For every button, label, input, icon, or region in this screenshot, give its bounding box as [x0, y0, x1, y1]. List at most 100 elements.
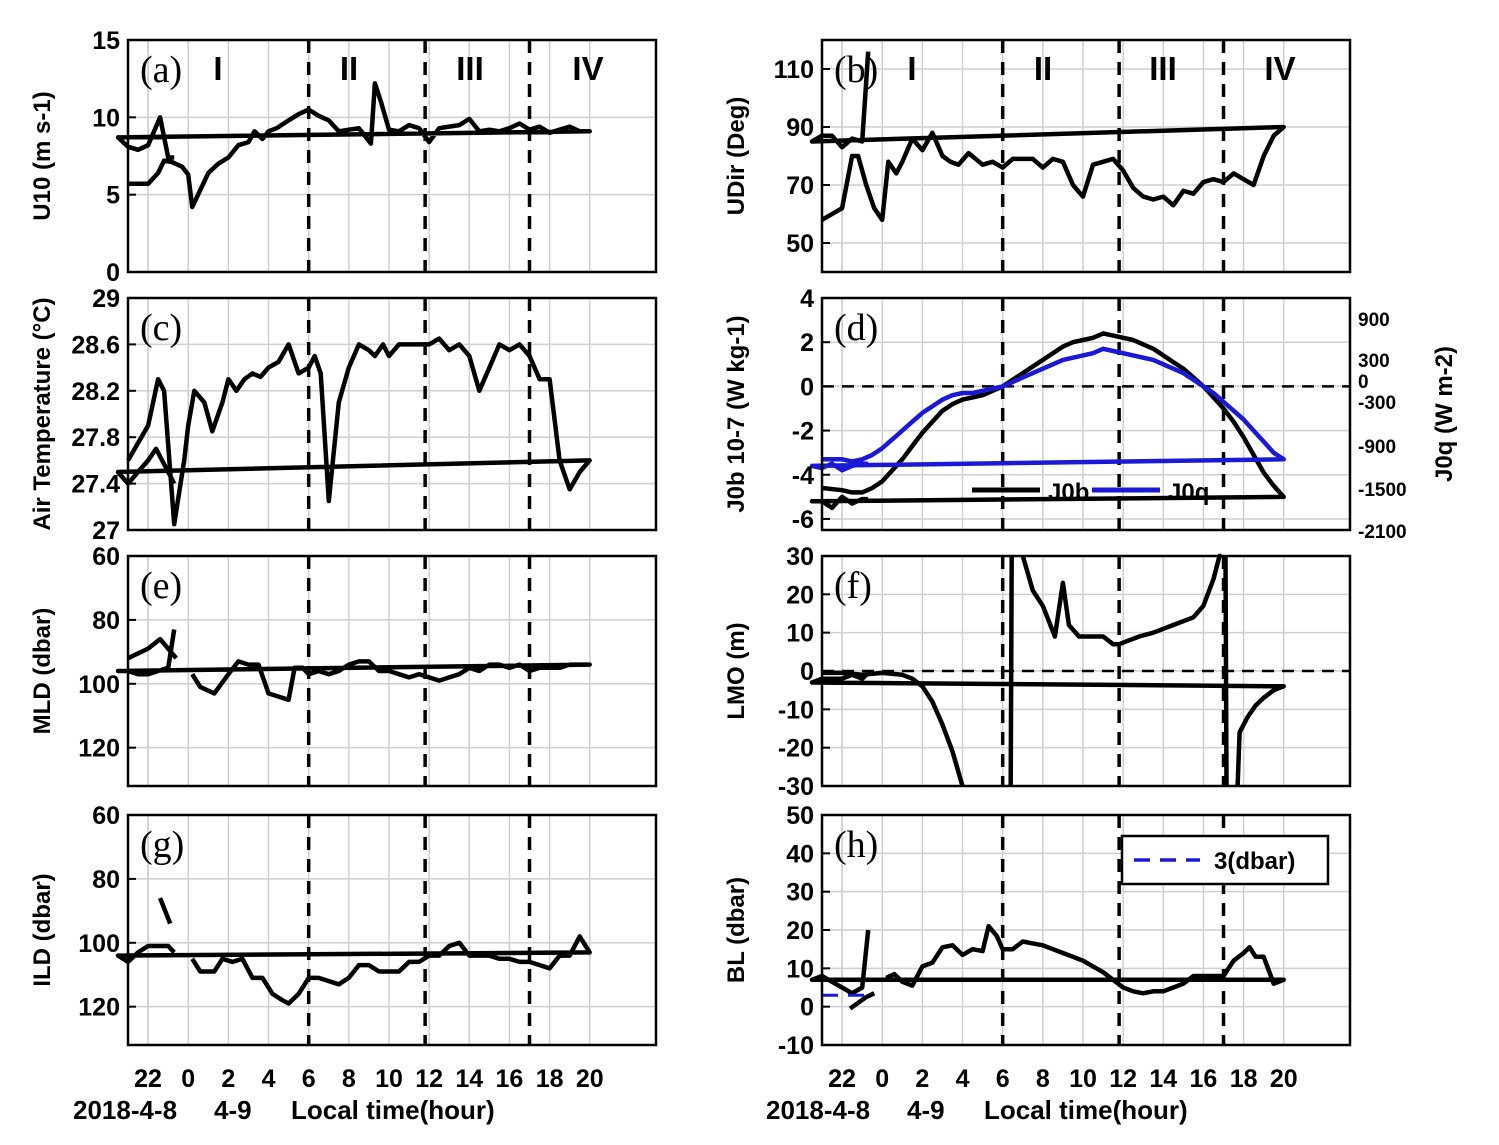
- y-tick-label: 28.2: [71, 378, 120, 406]
- x-tick-label: 0: [181, 1065, 195, 1093]
- y-tick-label: 10: [786, 620, 814, 648]
- footer-left-date-2: 4-9: [214, 1095, 252, 1125]
- y-tick-label: 90: [786, 114, 814, 142]
- panel-e: 60 80 100 120 (e) MLD (dbar): [29, 543, 658, 788]
- period-label: III: [456, 50, 484, 87]
- panel-label: (d): [834, 307, 878, 349]
- x-tick-label: 8: [342, 1065, 356, 1093]
- period-label: IV: [572, 50, 603, 87]
- x-tick-label: 12: [1109, 1065, 1137, 1093]
- y-tick-label: -4: [792, 462, 814, 490]
- footer-left-xlabel: Local time(hour): [291, 1095, 495, 1125]
- x-tick-label: 14: [455, 1065, 483, 1093]
- x-tick-label: 14: [1149, 1065, 1177, 1093]
- x-tick-label: 16: [496, 1065, 524, 1093]
- panel-d: -6-4-20249003000-300-900-1500-2100(d)J0b…: [723, 285, 1458, 543]
- legend-label-3dbar: 3(dbar): [1214, 848, 1295, 875]
- y2-tick-label: -2100: [1358, 522, 1407, 543]
- panel-label: (e): [140, 565, 182, 607]
- y-tick-label: -10: [778, 1032, 814, 1060]
- y-axis-label: LMO (m): [723, 622, 750, 719]
- panel-label: (a): [140, 49, 182, 91]
- y-tick-label: 29: [92, 285, 120, 313]
- x-tick-label: 18: [1230, 1065, 1258, 1093]
- axes-frame: [820, 38, 1352, 274]
- figure-footer: 2018-4-8 4-9 Local time(hour) 2018-4-8 4…: [73, 1095, 1188, 1125]
- period-label: I: [907, 50, 916, 87]
- series-ild: [158, 897, 173, 925]
- x-tick-label: 22: [134, 1065, 162, 1093]
- series-lmo: [1223, 555, 1229, 787]
- x-tick-label: 6: [302, 1065, 316, 1093]
- series-udir: [809, 51, 1286, 223]
- y-tick-label: 0: [106, 259, 120, 287]
- y-tick-label: -10: [778, 696, 814, 724]
- y-tick-label: 120: [78, 735, 120, 763]
- series-bl: [809, 923, 1286, 996]
- y-tick-label: 20: [786, 917, 814, 945]
- y-tick-label: -30: [778, 773, 814, 801]
- x-tick-label: 4: [262, 1065, 276, 1093]
- y-tick-label: 20: [786, 581, 814, 609]
- y-tick-label: 10: [786, 955, 814, 983]
- y-tick-label: 120: [78, 994, 120, 1022]
- panel-f: -30 -20 -10 0 10 20 30 (f) LMO (m): [723, 543, 1352, 801]
- y-tick-label: 80: [92, 607, 120, 635]
- series-air-temperature: [115, 336, 592, 527]
- y2-tick-label: 900: [1358, 310, 1390, 331]
- y-tick-label: -2: [792, 418, 814, 446]
- y-axis-label: U10 (m s-1): [29, 91, 56, 220]
- x-tick-label: 10: [1069, 1065, 1097, 1093]
- period-label: III: [1149, 50, 1177, 87]
- x-tick-label: 22: [828, 1065, 856, 1093]
- y-tick-label: 100: [78, 671, 120, 699]
- axes-frame: [126, 38, 658, 274]
- y-tick-label: 27: [92, 517, 120, 545]
- x-tick-label: 18: [536, 1065, 564, 1093]
- y2-tick-label: 300: [1358, 351, 1390, 372]
- series-lmo: [822, 670, 965, 787]
- panel-label: (h): [834, 824, 878, 866]
- period-label: I: [213, 50, 222, 87]
- y-tick-label: 0: [800, 994, 814, 1022]
- series-u10: [115, 81, 592, 210]
- y-tick-label: 28.6: [71, 331, 120, 359]
- y-axis-label: Air Temperature (°C): [29, 297, 56, 530]
- series-mld: [127, 636, 178, 661]
- x-tick-label: 6: [996, 1065, 1010, 1093]
- series-lmo: [1020, 553, 1222, 647]
- x-tick-label: 4: [956, 1065, 970, 1093]
- y-tick-label: 4: [800, 285, 814, 313]
- y-tick-label: 30: [786, 879, 814, 907]
- axes-frame: [126, 554, 658, 788]
- footer-left-date: 2018-4-8: [73, 1095, 177, 1125]
- axes-frame: [126, 296, 658, 532]
- y-tick-label: 27.4: [71, 471, 120, 499]
- series-lmo: [1008, 555, 1014, 787]
- legend-label-jq: J0q: [1168, 479, 1209, 506]
- x-tick-label: 22: [134, 1065, 162, 1093]
- footer-right-xlabel: Local time(hour): [984, 1095, 1188, 1125]
- y-tick-label: 60: [92, 543, 120, 571]
- y2-tick-label: 0: [1358, 372, 1369, 393]
- y-tick-label: 100: [78, 930, 120, 958]
- x-tick-label: 10: [375, 1065, 403, 1093]
- panel-label: (c): [140, 307, 182, 349]
- y-tick-label: 70: [786, 172, 814, 200]
- x-tick-label: 2: [915, 1065, 929, 1093]
- y-tick-label: 50: [786, 802, 814, 830]
- y-tick-label: 10: [92, 104, 120, 132]
- y-tick-label: 60: [92, 802, 120, 830]
- axes-frame: [820, 296, 1352, 532]
- y-axis-label: BL (dbar): [723, 877, 750, 983]
- series-mld: [115, 629, 592, 703]
- x-tick-label: 12: [415, 1065, 443, 1093]
- y-tick-label: 0: [800, 373, 814, 401]
- panel-label: (g): [140, 824, 184, 866]
- y-axis-label: MLD (dbar): [29, 608, 56, 735]
- footer-right-date: 2018-4-8: [766, 1095, 870, 1125]
